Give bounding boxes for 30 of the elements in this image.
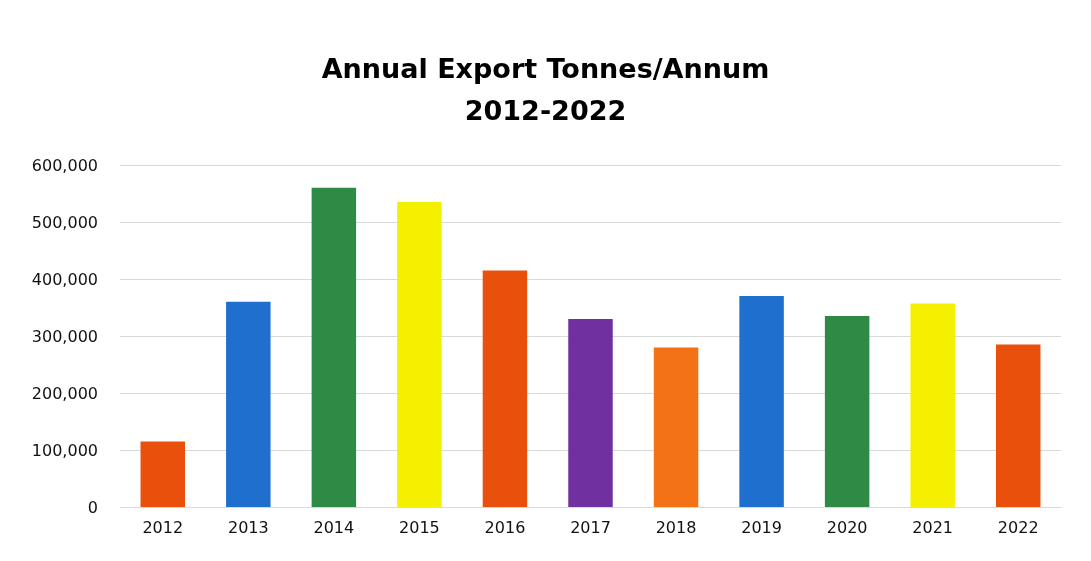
x-tick-label: 2014 <box>313 517 355 537</box>
x-tick-label: 2013 <box>227 517 269 537</box>
y-tick-label: 100,000 <box>31 440 98 460</box>
y-tick-label: 500,000 <box>31 212 98 232</box>
bar <box>739 296 784 507</box>
bar <box>482 270 528 507</box>
bar <box>995 344 1041 507</box>
bar <box>568 318 613 507</box>
bar <box>140 441 186 507</box>
bar <box>311 187 357 507</box>
x-tick-label: 2016 <box>484 517 526 537</box>
x-tick-label: 2022 <box>997 517 1039 537</box>
y-tick-label: 0 <box>87 497 98 517</box>
y-tick-label: 200,000 <box>31 383 98 403</box>
x-tick-label: 2018 <box>655 517 697 537</box>
x-tick-label: 2019 <box>741 517 782 537</box>
y-tick-label: 300,000 <box>31 326 98 346</box>
y-tick-label: 600,000 <box>31 155 98 175</box>
bar <box>226 301 271 507</box>
bar <box>653 347 699 507</box>
bar <box>397 202 442 507</box>
x-tick-label: 2020 <box>826 517 868 537</box>
x-tick-label: 2012 <box>142 517 184 537</box>
x-tick-label: 2021 <box>912 517 954 537</box>
x-tick-label: 2017 <box>570 517 611 537</box>
y-tick-label: 400,000 <box>31 269 98 289</box>
x-tick-label: 2015 <box>399 517 440 537</box>
bar <box>910 303 955 507</box>
bar <box>824 316 870 507</box>
chart-title: Annual Export Tonnes/Annum 2012-2022 <box>321 52 770 126</box>
